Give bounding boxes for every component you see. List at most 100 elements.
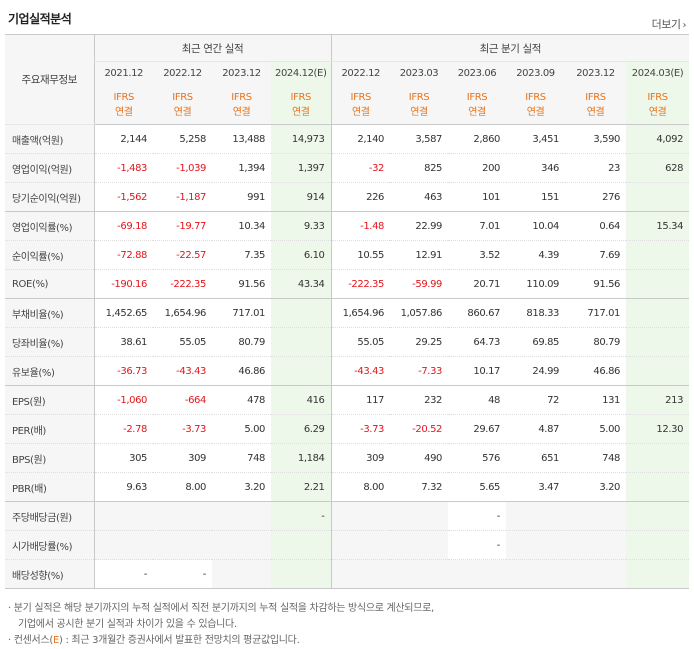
- table-cell: 3.20: [565, 472, 626, 502]
- table-cell: -1,562: [93, 182, 153, 212]
- row-label: EPS(원): [5, 385, 94, 415]
- table-row: 영업이익(억원) -1,483 -1,039 1,394 1,397 -32 825 200 3…: [5, 153, 690, 183]
- table-cell: 213: [626, 385, 690, 415]
- table-cell: [330, 530, 390, 560]
- table-cell: [565, 501, 626, 531]
- table-cell: 651: [506, 443, 565, 473]
- table-cell: 22.99: [390, 211, 448, 241]
- table-cell: 2.21: [271, 472, 331, 502]
- table-cell: 55.05: [153, 327, 212, 357]
- table-cell: 825: [390, 153, 448, 183]
- table-cell: [390, 501, 448, 531]
- ifrs-top: IFRS: [231, 91, 252, 103]
- table-cell: [153, 530, 212, 560]
- row-label: 매출액(억원): [5, 124, 94, 154]
- table-cell: 8.00: [330, 472, 390, 502]
- ifrs-top: IFRS: [172, 91, 193, 103]
- table-cell: -69.18: [93, 211, 153, 241]
- table-cell: [390, 530, 448, 560]
- table-row: 시가배당률(%) -: [5, 530, 690, 560]
- table-cell: -19.77: [153, 211, 212, 241]
- table-cell: -1,483: [93, 153, 153, 183]
- table-cell: [330, 501, 390, 531]
- table-cell: 117: [330, 385, 390, 415]
- footnote-3-prefix: · 컨센서스(: [8, 635, 53, 646]
- table-cell: -32: [330, 153, 390, 183]
- table-cell: [212, 559, 271, 589]
- table-cell: [626, 298, 690, 328]
- table-cell: 416: [271, 385, 331, 415]
- table-cell: 200: [448, 153, 506, 183]
- row-label: 배당성향(%): [5, 559, 94, 589]
- table-cell: 13,488: [212, 124, 271, 154]
- more-label: 더보기: [651, 18, 681, 31]
- table-cell: 10.34: [212, 211, 271, 241]
- table-cell: [390, 559, 448, 589]
- table-cell: 232: [390, 385, 448, 415]
- table-cell: [565, 530, 626, 560]
- table-cell: 23: [565, 153, 626, 183]
- ifrs-top: IFRS: [525, 91, 546, 103]
- table-cell: -59.99: [390, 269, 448, 299]
- table-cell: -7.33: [390, 356, 448, 386]
- table-cell: 226: [330, 182, 390, 212]
- table-cell: 12.30: [626, 414, 690, 444]
- period-header: 2023.12: [212, 61, 271, 86]
- more-link[interactable]: 더보기 ›: [651, 16, 687, 32]
- row-label: 당기순이익(억원): [5, 182, 94, 212]
- table-cell: 7.69: [565, 240, 626, 270]
- table-cell: 4.39: [506, 240, 565, 270]
- footnote-1: · 분기 실적은 해당 분기까지의 누적 실적에서 직전 분기까지의 누적 실적…: [8, 603, 434, 614]
- table-cell: [506, 501, 565, 531]
- table-cell: 5,258: [153, 124, 212, 154]
- ifrs-bottom: 연결: [291, 106, 310, 118]
- table-cell: 478: [212, 385, 271, 415]
- table-cell: 9.33: [271, 211, 331, 241]
- table-cell: 717.01: [212, 298, 271, 328]
- ifrs-bottom: 연결: [351, 106, 370, 118]
- footnote-3-e: E: [52, 635, 59, 646]
- table-row: 부채비율(%) 1,452.65 1,654.96 717.01 1,654.96 1,0…: [5, 298, 690, 328]
- table-cell: 2,144: [93, 124, 153, 154]
- period-header: 2022.12: [330, 61, 390, 86]
- table-cell: [330, 559, 390, 589]
- table-row: ROE(%) -190.16 -222.35 91.56 43.34 -222.35 -59…: [5, 269, 690, 299]
- section-title: 기업실적분석: [8, 12, 72, 26]
- table-cell: 10.17: [448, 356, 506, 386]
- ifrs-bottom: 연결: [526, 106, 545, 118]
- table-cell: 276: [565, 182, 626, 212]
- table-cell: [565, 559, 626, 589]
- table-cell: 29.67: [448, 414, 506, 444]
- table-cell: [271, 559, 331, 589]
- table-cell: 4.87: [506, 414, 565, 444]
- footnotes: · 분기 실적은 해당 분기까지의 누적 실적에서 직전 분기까지의 누적 실적…: [8, 601, 434, 649]
- table-cell: 5.00: [565, 414, 626, 444]
- table-cell: 576: [448, 443, 506, 473]
- table-cell: [212, 501, 271, 531]
- table-cell: [93, 501, 153, 531]
- table-cell: 91.56: [565, 269, 626, 299]
- table-cell: -1.48: [330, 211, 390, 241]
- ifrs-top: IFRS: [466, 91, 488, 103]
- table-cell: -222.35: [330, 269, 390, 299]
- table-cell: 2,860: [448, 124, 506, 154]
- table-cell: -43.43: [330, 356, 390, 386]
- table-cell: 9.63: [93, 472, 153, 502]
- table-cell: 20.71: [448, 269, 506, 299]
- table-cell: 7.01: [448, 211, 506, 241]
- table-cell: [212, 530, 271, 560]
- footnote-3-suffix: ) : 최근 3개월간 증권사에서 발표한 전망치의 평균값입니다.: [59, 635, 300, 646]
- ifrs-label: IFRS 연결: [93, 85, 153, 125]
- ifrs-top: IFRS: [647, 91, 668, 103]
- period-header: 2023.03: [390, 61, 448, 86]
- period-header: 2023.12: [565, 61, 626, 86]
- row-label: PER(배): [5, 414, 94, 444]
- table-cell: 5.00: [212, 414, 271, 444]
- annual-header: 최근 연간 실적: [93, 34, 331, 62]
- table-cell: [93, 530, 153, 560]
- ifrs-top: IFRS: [585, 91, 606, 103]
- table-row: EPS(원) -1,060 -664 478 416 117 232 48 72 131 213: [5, 385, 690, 415]
- table-cell: [271, 356, 331, 386]
- table-cell: -1,060: [93, 385, 153, 415]
- period-header: 2021.12: [93, 61, 153, 86]
